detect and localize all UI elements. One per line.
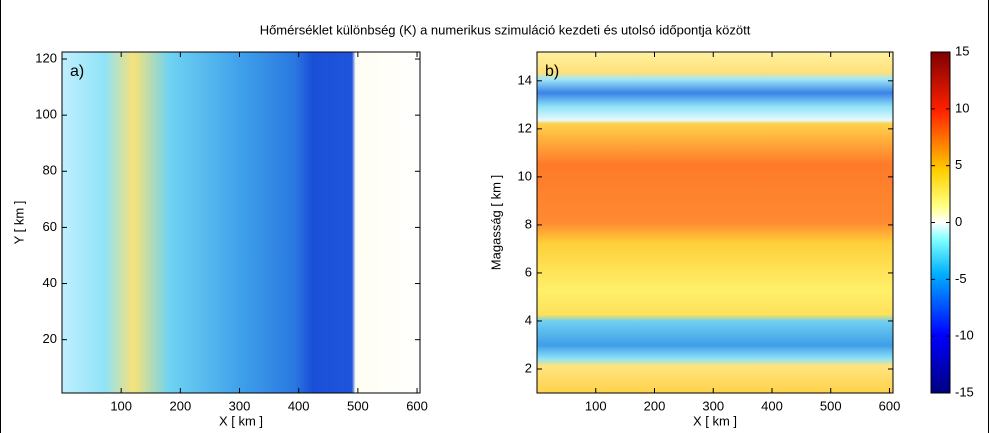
x-tick-label: 600 xyxy=(879,398,901,413)
colorbar-tick-label: -15 xyxy=(955,384,974,399)
y-tick-label: 12 xyxy=(518,120,532,135)
colorbar-tick-label: 5 xyxy=(955,157,962,172)
panel-label: b) xyxy=(545,63,559,80)
colorbar-tick-label: 15 xyxy=(955,43,969,58)
x-tick-label: 300 xyxy=(702,398,724,413)
y-tick-label: 8 xyxy=(525,216,532,231)
x-tick-label: 400 xyxy=(288,398,310,413)
colorbar-tick-label: 10 xyxy=(955,100,969,115)
x-axis-label: X [ km ] xyxy=(219,413,263,428)
x-tick-label: 600 xyxy=(406,398,428,413)
colorbar-tick-label: -5 xyxy=(955,271,967,286)
x-tick-label: 100 xyxy=(110,398,132,413)
y-tick-label: 10 xyxy=(518,168,532,183)
y-tick-label: 100 xyxy=(35,107,57,122)
y-tick-label: 6 xyxy=(525,264,532,279)
colorbar-tick-label: 0 xyxy=(955,214,962,229)
x-tick-label: 400 xyxy=(761,398,783,413)
y-tick-label: 20 xyxy=(43,331,57,346)
y-tick-label: 80 xyxy=(43,163,57,178)
figure-title: Hőmérséklet különbség (K) a numerikus sz… xyxy=(260,22,751,37)
y-tick-label: 4 xyxy=(525,312,532,327)
heatmap-field xyxy=(62,52,420,393)
x-tick-label: 300 xyxy=(229,398,251,413)
y-tick-label: 60 xyxy=(43,219,57,234)
y-tick-label: 40 xyxy=(43,275,57,290)
heatmap-field xyxy=(537,52,893,393)
axes-box xyxy=(536,51,894,394)
x-tick-label: 500 xyxy=(820,398,842,413)
y-tick-label: 120 xyxy=(35,50,57,65)
colorbar-tick-label: -10 xyxy=(955,328,974,343)
y-tick-label: 2 xyxy=(525,360,532,375)
x-tick-label: 200 xyxy=(169,398,191,413)
x-axis-label: X [ km ] xyxy=(693,413,737,428)
axes-box xyxy=(61,51,421,394)
y-tick-label: 14 xyxy=(518,72,532,87)
x-tick-label: 200 xyxy=(644,398,666,413)
y-axis-label: Y [ km ] xyxy=(11,201,26,245)
x-tick-label: 500 xyxy=(347,398,369,413)
x-tick-label: 100 xyxy=(585,398,607,413)
panel-label: a) xyxy=(70,63,84,80)
y-axis-label: Magasság [ km ] xyxy=(488,175,503,270)
